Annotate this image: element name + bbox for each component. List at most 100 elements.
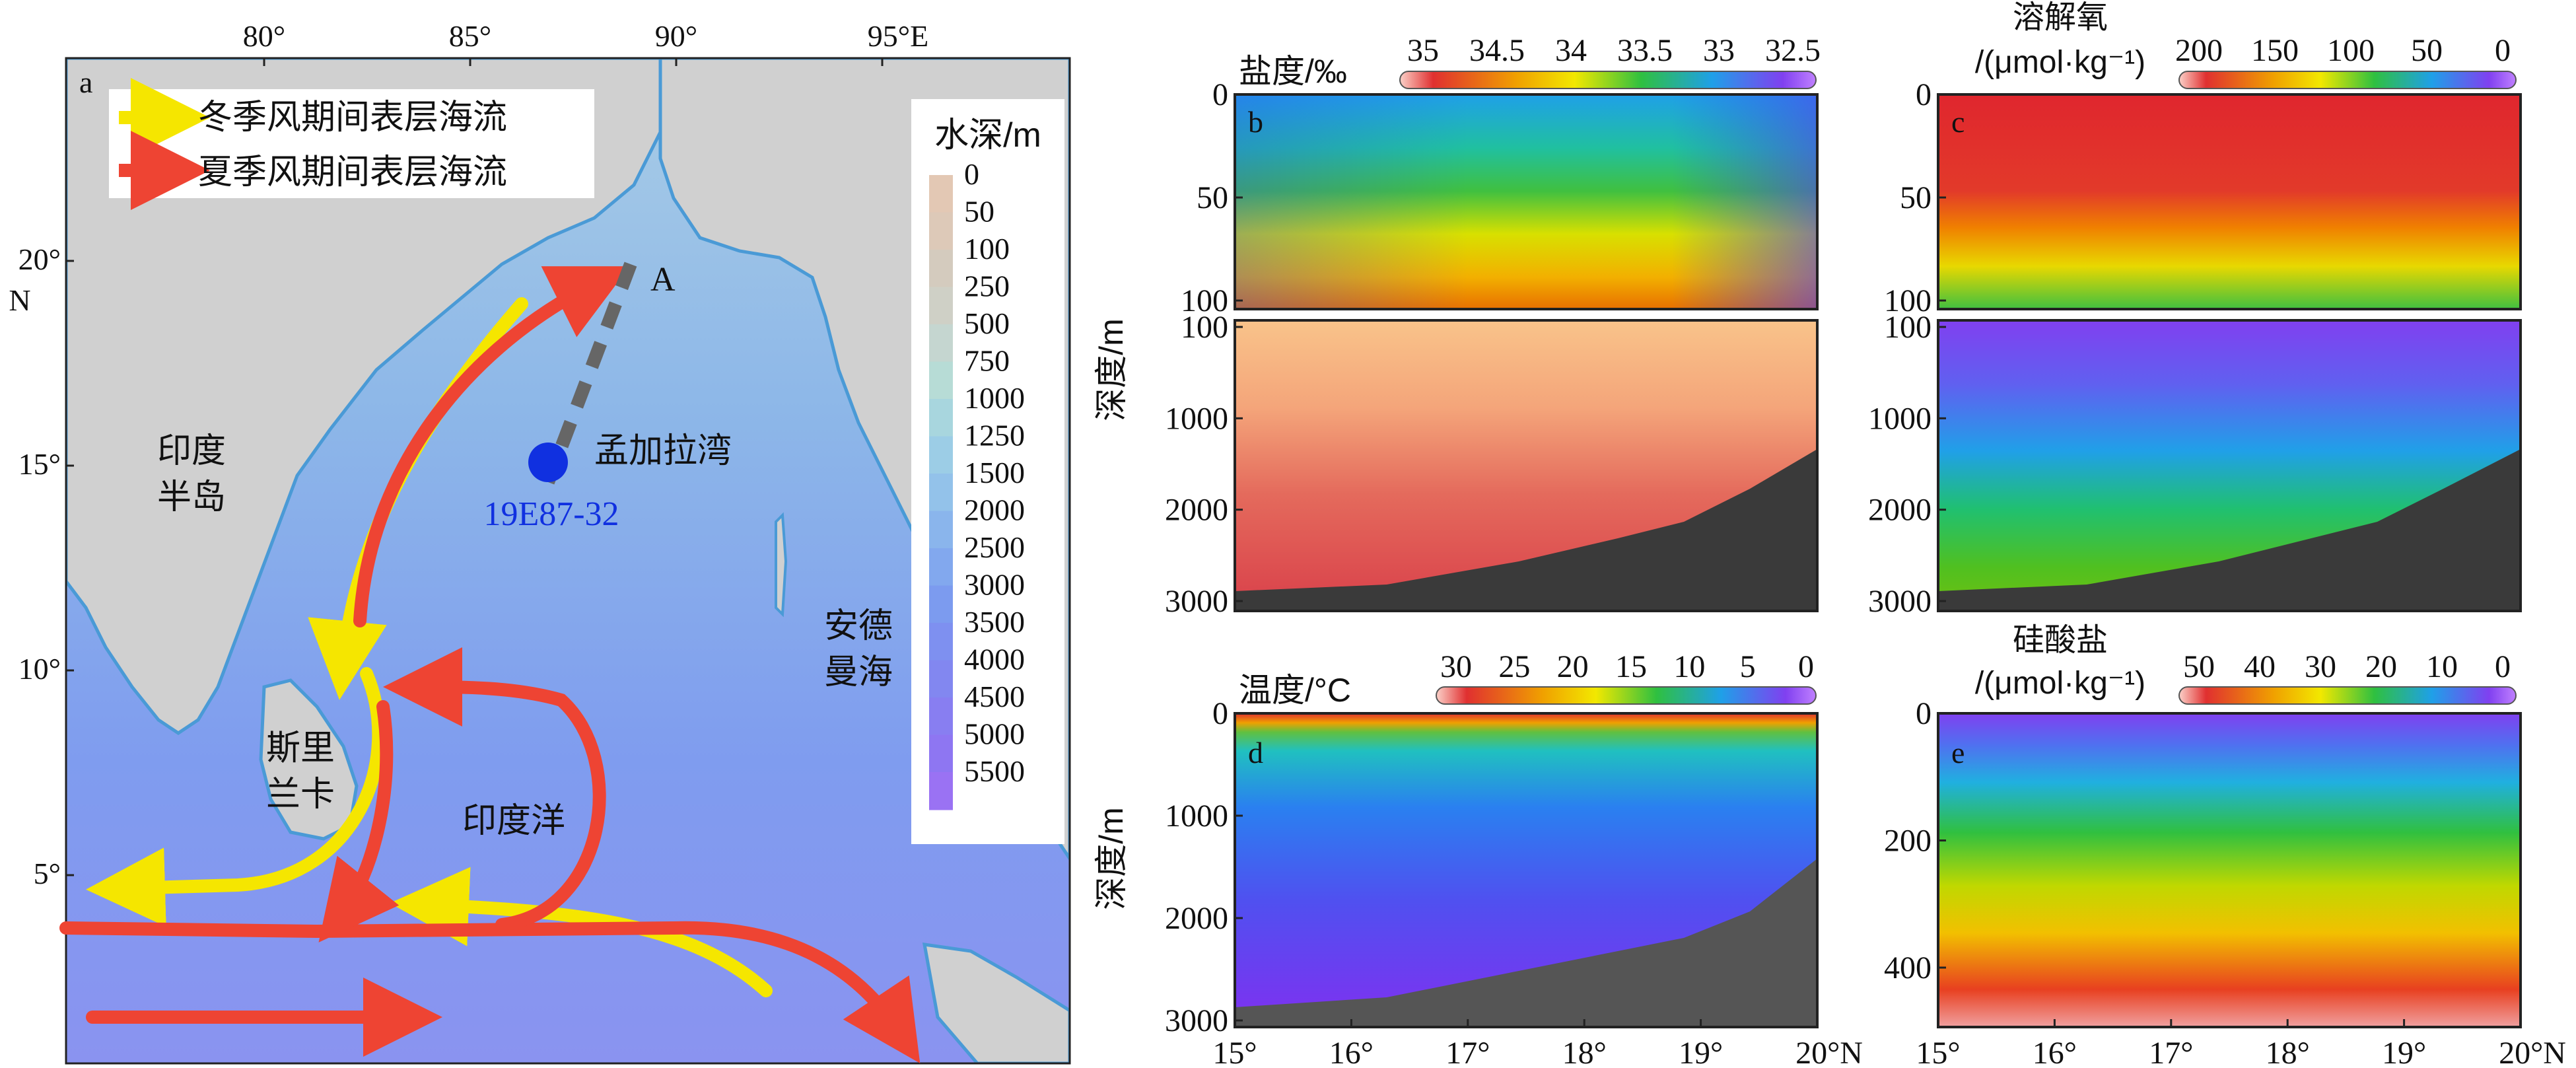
salinity-colorbar-labels: 35 34.5 34 33.5 33 32.5: [1407, 33, 1821, 68]
colorbar-label: 0: [1798, 649, 1814, 684]
salinity-depth-lower-ticks: 100 1000 2000 3000: [1165, 310, 1243, 619]
depth-legend-swatch: [929, 697, 953, 736]
latitude-tick-label: 16°: [1329, 1036, 1374, 1068]
map-lat-ticks: 20° N 15° 10° 5°: [9, 242, 74, 890]
colorbar-label: 32.5: [1765, 33, 1821, 68]
temperature-colorbar-labels: 30 25 20 15 10 5 0: [1440, 649, 1814, 684]
depth-legend-swatch: [929, 361, 953, 400]
colorbar-label: 5: [1740, 649, 1756, 684]
y-axis-label-upper: 深度/m: [1093, 318, 1130, 421]
depth-tick-label: 100: [1181, 310, 1228, 345]
salinity-seafloor: [1235, 449, 1817, 611]
colorbar-label: 35: [1407, 33, 1439, 68]
depth-legend-level: 5500: [964, 754, 1025, 788]
depth-tick-label: 0: [1212, 77, 1228, 112]
colorbar-label: 30: [1440, 649, 1472, 684]
lon-tick-95e: 95°E: [868, 19, 929, 53]
lat-tick-20: 20°: [18, 242, 61, 276]
depth-legend-swatch: [929, 175, 953, 213]
oxygen-colorbar-labels: 200 150 100 50 0: [2175, 33, 2511, 68]
label-india-1: 印度: [157, 432, 226, 470]
current-legend: 冬季风期间表层海流 夏季风期间表层海流: [109, 78, 594, 210]
winter-current-south: [86, 667, 386, 927]
depth-tick-label: 100: [1884, 283, 1932, 318]
depth-legend-swatch: [929, 474, 953, 512]
depth-tick-label: 200: [1884, 824, 1932, 859]
lat-tick-10: 10°: [18, 652, 61, 686]
depth-tick-label: 0: [1212, 696, 1228, 731]
label-sri-lanka-1: 斯里: [266, 729, 335, 767]
summer-current-east-india: [353, 266, 630, 627]
panel-label-a: a: [79, 65, 92, 99]
depth-tick-label: 50: [1197, 180, 1228, 215]
depth-legend-level: 4500: [964, 680, 1025, 713]
depth-legend-swatch: [929, 772, 953, 810]
panel-label-e: e: [1951, 736, 1965, 769]
depth-legend-level: 1000: [964, 381, 1025, 415]
temperature-colorbar: [1436, 686, 1817, 705]
panel-e-silicate: e 硅酸盐 /(μmol·kg⁻¹) 50 40 30 20 10 0 0 200 400 1…: [1884, 623, 2566, 1068]
y-axis-label-lower: 深度/m: [1093, 807, 1130, 910]
summer-currents: [59, 266, 921, 1063]
andaman-islands: [775, 512, 788, 618]
silicate-colorbar: [2178, 686, 2517, 705]
depth-legend-swatch: [929, 734, 953, 773]
depth-legend-swatch: [929, 324, 953, 363]
depth-legend-level: 1500: [964, 456, 1025, 489]
depth-tick-label: 3000: [1165, 1003, 1228, 1038]
colorbar-label: 30: [2305, 649, 2336, 684]
map-panel: 80° 85° 90° 95°E 20° N 15° 10° 5° a 冬季风期…: [9, 19, 1071, 1065]
depth-legend-level: 100: [964, 232, 1010, 266]
depth-legend-swatch: [929, 212, 953, 250]
depth-legend-swatch: [929, 399, 953, 437]
oxygen-title-line1: 溶解氧: [2013, 0, 2108, 35]
depth-tick-label: 2000: [1165, 901, 1228, 936]
colorbar-label: 34.5: [1469, 33, 1525, 68]
colorbar-label: 40: [2244, 649, 2276, 684]
depth-legend-level: 3500: [964, 605, 1025, 639]
panel-d-temperature: d 温度/°C 30 25 20 15 10 5 0 0 1000 2000 3000 15° 16…: [1093, 649, 1863, 1068]
label-indian-ocean: 印度洋: [462, 802, 565, 840]
latitude-tick-label: 19°: [1679, 1036, 1723, 1068]
temperature-title: 温度/°C: [1239, 672, 1351, 709]
colorbar-label: 15: [1615, 649, 1647, 684]
depth-tick-label: 2000: [1868, 493, 1932, 528]
temperature-depth-ticks: 0 1000 2000 3000: [1165, 696, 1243, 1038]
sumatra-landmass: [922, 943, 1070, 1063]
legend-summer-label: 夏季风期间表层海流: [198, 153, 507, 192]
colorbar-label: 100: [2327, 33, 2375, 68]
map-lon-ticks: 80° 85° 90° 95°E: [243, 19, 928, 66]
summer-current-gyre: [383, 647, 606, 931]
silicate-title-line1: 硅酸盐: [2013, 623, 2108, 658]
station-marker: [528, 443, 568, 482]
depth-tick-label: 0: [1916, 77, 1932, 112]
depth-tick-label: 1000: [1165, 401, 1228, 436]
panel-label-c: c: [1951, 105, 1965, 139]
colorbar-label: 150: [2251, 33, 2299, 68]
depth-tick-label: 1000: [1165, 799, 1228, 834]
depth-tick-label: 1000: [1868, 401, 1932, 436]
latitude-tick-label: 17°: [2149, 1036, 2193, 1068]
station-label: 19E87-32: [483, 495, 619, 533]
salinity-depth-upper-ticks: 0 50 100: [1181, 77, 1243, 318]
latitude-tick-label: 20°N: [2499, 1036, 2566, 1068]
depth-tick-label: 100: [1884, 310, 1932, 345]
oxygen-colorbar: [2178, 71, 2517, 89]
oxygen-seafloor: [1938, 449, 2521, 611]
silicate-depth-ticks: 0 200 400: [1884, 696, 1946, 985]
depth-tick-label: 400: [1884, 950, 1932, 985]
latitude-tick-label: 19°: [2382, 1036, 2426, 1068]
colorbar-label: 50: [2411, 33, 2443, 68]
colorbar-label: 33: [1703, 33, 1735, 68]
depth-tick-label: 3000: [1868, 584, 1932, 619]
latitude-tick-label: 18°: [1562, 1036, 1607, 1068]
panel-label-d: d: [1248, 736, 1263, 769]
silicate-colorbar-labels: 50 40 30 20 10 0: [2183, 649, 2511, 684]
label-india-2: 半岛: [157, 478, 226, 516]
legend-winter-label: 冬季风期间表层海流: [198, 98, 507, 137]
depth-legend-swatch: [929, 436, 953, 474]
transect-end-label: A: [650, 261, 676, 299]
latitude-tick-label: 20°N: [1795, 1036, 1863, 1068]
